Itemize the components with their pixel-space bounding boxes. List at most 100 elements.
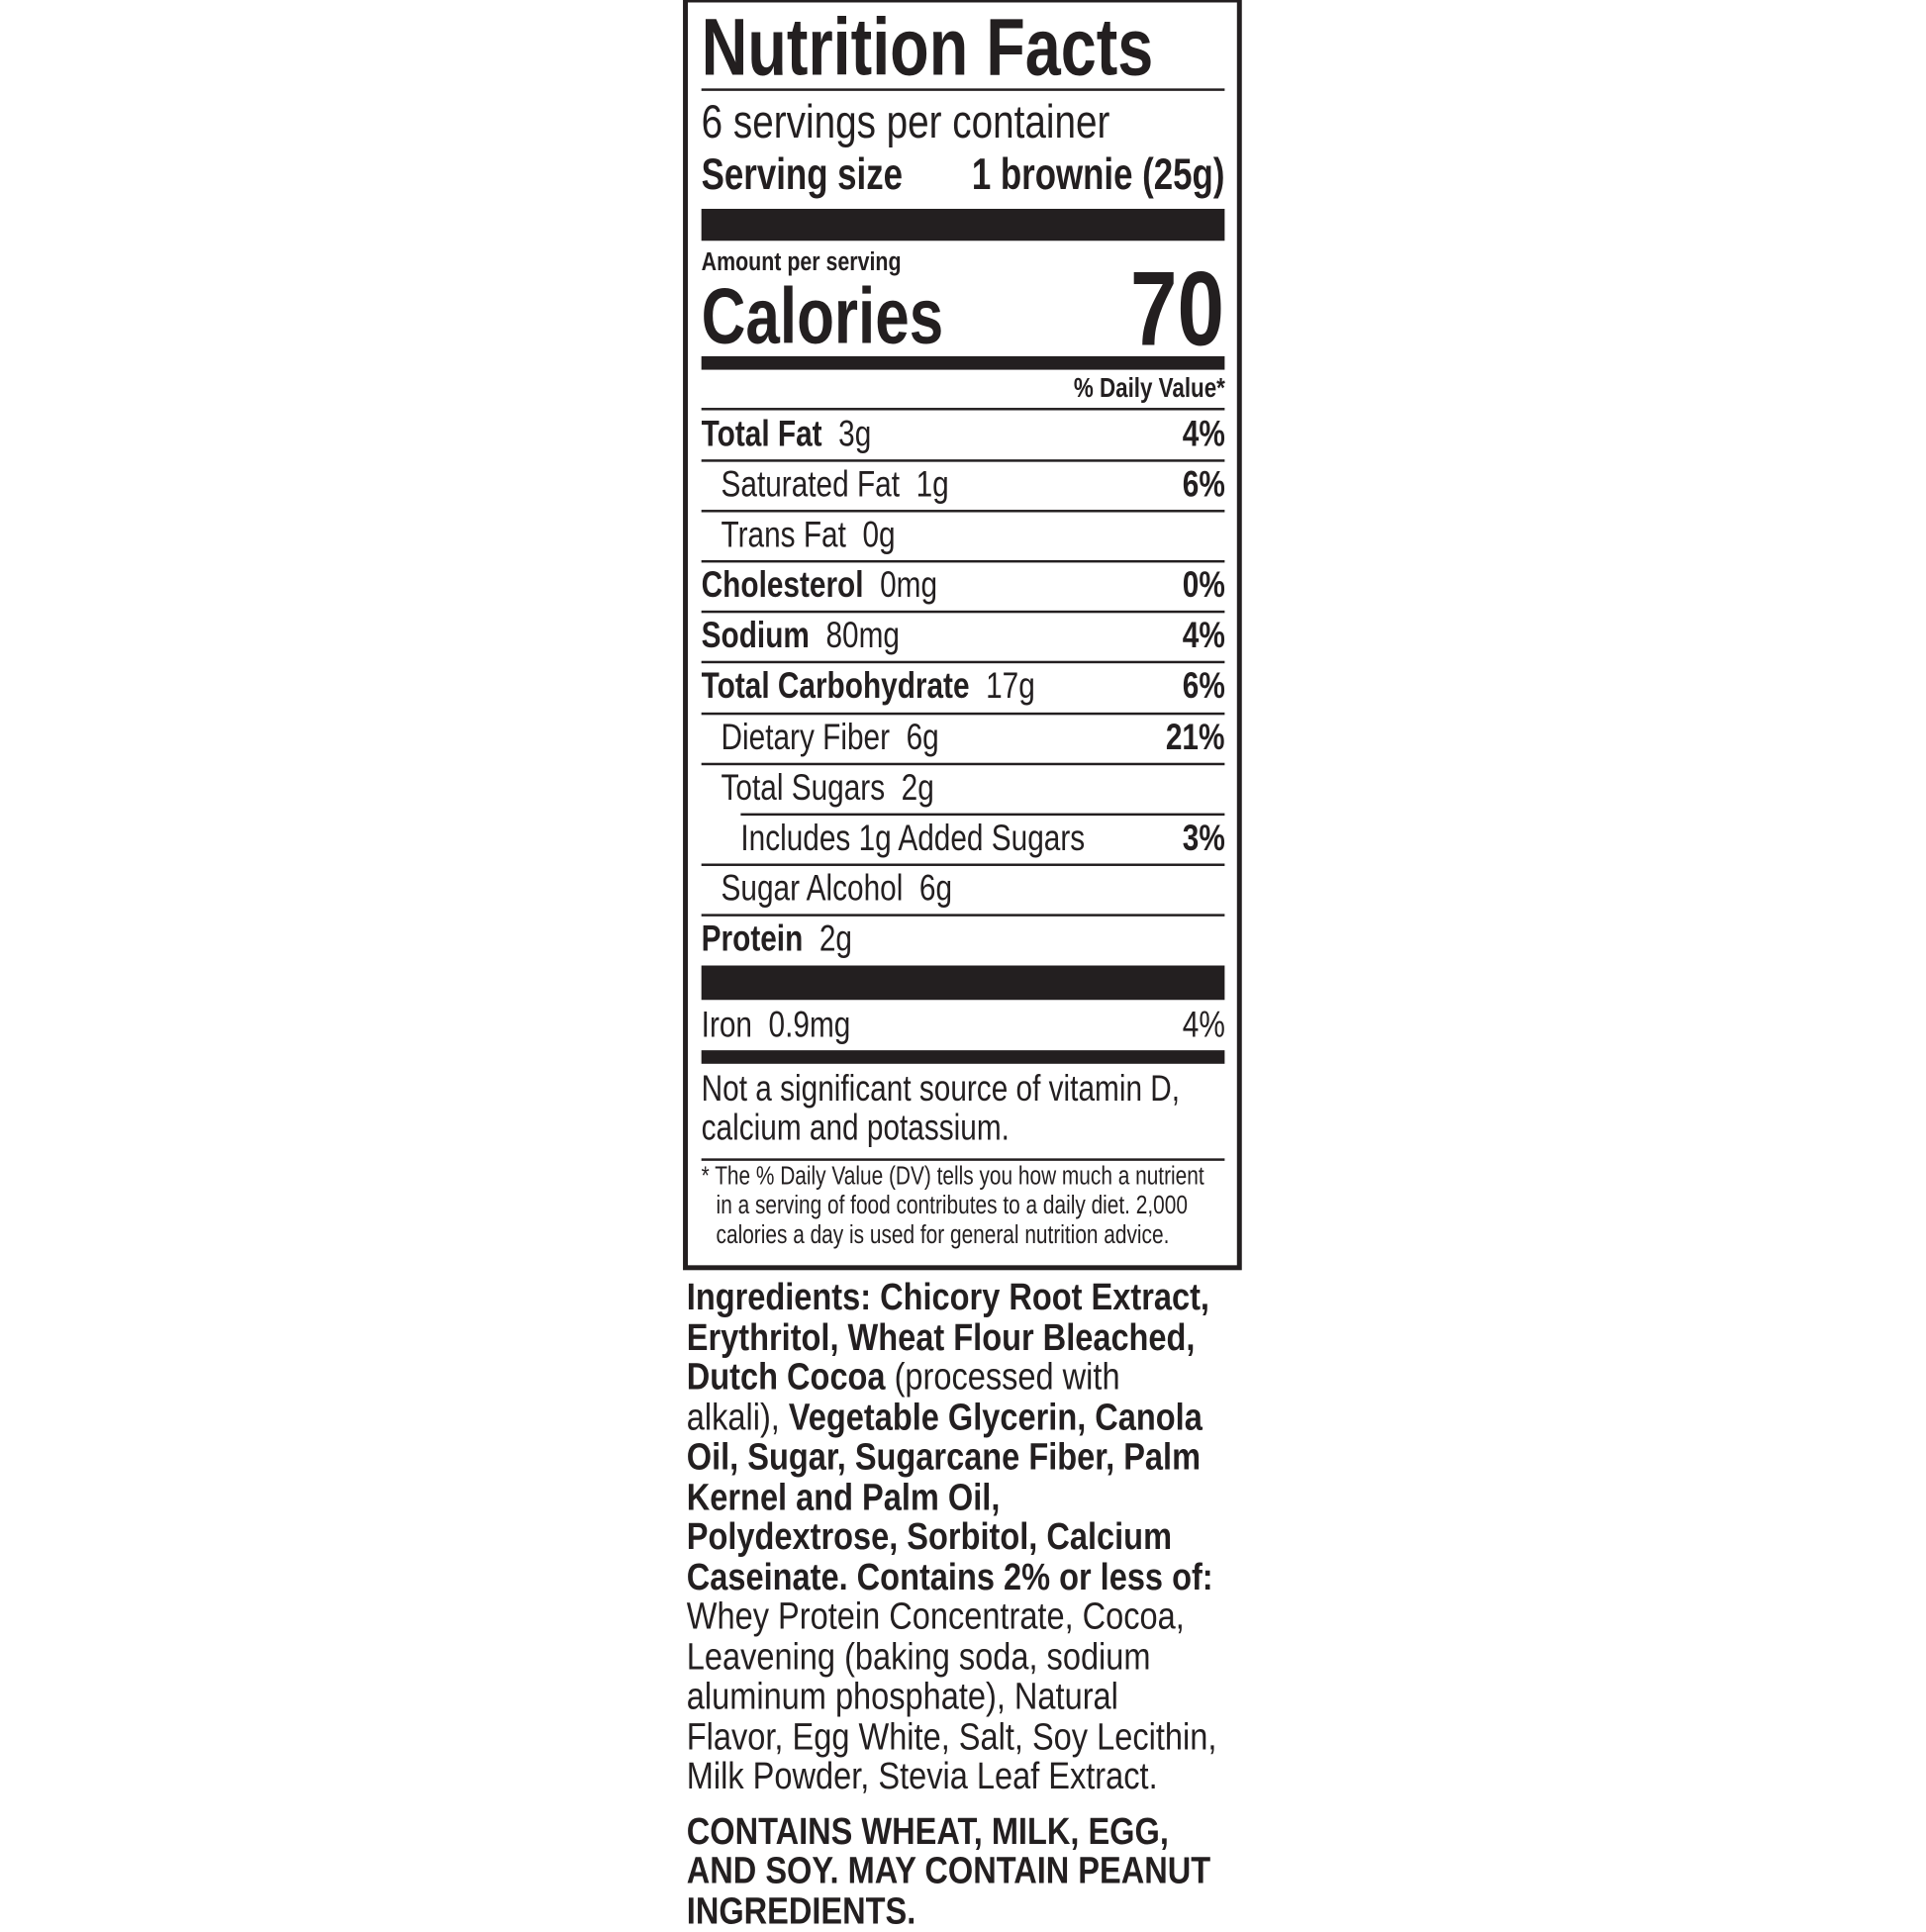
servings-per-container: 6 servings per container — [702, 96, 1200, 150]
serving-size-value: 1 brownie (25g) — [901, 147, 1225, 202]
nutrient-row-iron: Iron 0.9mg 4% — [702, 1000, 1225, 1050]
nutrient-name: Sodium — [701, 615, 810, 656]
nutrient-amount: 2g — [901, 767, 934, 809]
ingredients-text: aluminum phosphate), Natural — [686, 1675, 1118, 1718]
nutrient-row-protein: Protein 2g — [702, 914, 1225, 964]
nutrient-amount: 3g — [838, 414, 872, 455]
nutrient-dv: 21% — [1165, 717, 1225, 758]
nutrient-dv: 0% — [1182, 564, 1225, 606]
divider — [701, 559, 1225, 563]
nutrient-row-sodium: Sodium 80mg 4% — [702, 611, 1225, 661]
nutrient-name: Total Sugars — [721, 767, 886, 809]
amount-per-serving: Amount per serving — [702, 246, 945, 278]
divider — [701, 1158, 1225, 1161]
ingredients-text: Flavor, Egg White, Salt, Soy Lecithin, — [686, 1715, 1217, 1758]
note-line: Not a significant source of vitamin D, — [701, 1068, 1181, 1110]
nutrient-name: Total Fat — [701, 414, 822, 455]
nutrient-name: Saturated Fat — [721, 464, 901, 506]
daily-value-header: % Daily Value* — [1040, 372, 1225, 404]
ingredients-text: Dutch Cocoa — [686, 1356, 886, 1399]
nutrient-dv: 3% — [1182, 818, 1225, 859]
nutrient-name: Trans Fat — [721, 515, 846, 555]
nutrient-dv: 4% — [1182, 414, 1225, 455]
title: Nutrition Facts — [702, 5, 1274, 88]
divider — [701, 408, 1225, 411]
nutrient-row-saturated-fat: Saturated Fat 1g 6% — [702, 459, 1225, 510]
title-text: Nutrition Facts — [701, 1, 1154, 93]
nutrient-row-total-fat: Total Fat 3g 4% — [702, 409, 1225, 459]
nutrient-row-added-sugars: Includes 1g Added Sugars 3% — [702, 814, 1225, 864]
ingredients-text: Oil, Sugar, Sugarcane Fiber, Palm — [686, 1435, 1202, 1479]
nutrient-amount: 6g — [918, 868, 953, 910]
nutrient-row-total-sugars: Total Sugars 2g — [702, 763, 1225, 814]
ingredients-list: Ingredients: Chicory Root Extract, Eryth… — [686, 1276, 1217, 1932]
thick-divider — [701, 965, 1225, 1001]
divider — [701, 863, 1225, 866]
thick-divider — [701, 208, 1225, 242]
ingredients-text: alkali), — [686, 1396, 789, 1438]
medium-divider — [701, 1050, 1225, 1064]
divider — [701, 712, 1225, 716]
nutrient-row-trans-fat: Trans Fat 0g — [702, 510, 1225, 560]
note-line: calcium and potassium. — [701, 1108, 1010, 1149]
amount-per-serving-text: Amount per serving — [701, 247, 902, 277]
footnote-line: in a serving of food contributes to a da… — [716, 1191, 1188, 1220]
nutrient-row-total-carbohydrate: Total Carbohydrate 17g 6% — [702, 661, 1225, 712]
nutrient-amount: 6g — [906, 717, 939, 758]
nutrient-dv: 4% — [1182, 1005, 1225, 1046]
nutrient-name: Sugar Alcohol — [721, 868, 904, 910]
nutrient-dv: 6% — [1182, 464, 1225, 506]
calories-value-text: 70 — [1130, 250, 1225, 369]
serving-size-label: Serving size — [702, 147, 960, 202]
allergen-statement: INGREDIENTS. — [686, 1889, 916, 1932]
ingredients-text: Polydextrose, Sorbitol, Calcium — [686, 1515, 1173, 1558]
divider — [701, 610, 1225, 614]
servings-text: 6 servings per container — [701, 97, 1110, 149]
calories-label: Calories — [702, 273, 1011, 359]
footnote-line: calories a day is used for general nutri… — [716, 1220, 1170, 1250]
serving-size-label-text: Serving size — [701, 148, 904, 200]
ingredients-text: Whey Protein Concentrate, Cocoa, — [686, 1595, 1185, 1638]
divider — [701, 459, 1225, 462]
ingredients-text: Kernel and Palm Oil, — [686, 1476, 1001, 1518]
nutrient-name: Protein — [701, 918, 804, 960]
daily-value-footnote: * The % Daily Value (DV) tells you how m… — [702, 1162, 1330, 1250]
nutrient-row-sugar-alcohol: Sugar Alcohol 6g — [702, 863, 1225, 914]
ingredients-text: Milk Powder, Stevia Leaf Extract. — [686, 1755, 1158, 1797]
divider — [701, 914, 1225, 917]
divider — [701, 88, 1225, 91]
daily-value-header-text: % Daily Value* — [1073, 372, 1225, 404]
nutrient-name: Total Carbohydrate — [701, 665, 970, 707]
nutrition-facts-panel — [683, 0, 1242, 1271]
nutrient-amount: 0mg — [880, 564, 938, 606]
ingredients-text: Vegetable Glycerin, Canola — [788, 1396, 1203, 1438]
footnote-line: * The % Daily Value (DV) tells you how m… — [701, 1162, 1204, 1191]
nutrient-amount: 80mg — [825, 615, 900, 656]
nutrient-name: Includes 1g Added Sugars — [740, 818, 1086, 859]
nutrient-name: Cholesterol — [701, 564, 864, 606]
allergen-statement: CONTAINS WHEAT, MILK, EGG, — [686, 1809, 1169, 1852]
ingredients-text: (processed with — [885, 1356, 1120, 1399]
ingredients-text: Caseinate. Contains 2% or less of: — [686, 1555, 1213, 1598]
ingredients-text: Ingredients: Chicory Root Extract, — [686, 1276, 1209, 1318]
nutrient-name: Dietary Fiber — [721, 717, 891, 758]
nutrient-amount: 0g — [862, 515, 896, 555]
allergen-statement: AND SOY. MAY CONTAIN PEANUT — [686, 1850, 1211, 1892]
ingredients-text: Leavening (baking soda, sodium — [686, 1635, 1151, 1678]
divider — [701, 762, 1225, 766]
nutrient-dv: 6% — [1182, 665, 1225, 707]
medium-divider — [701, 355, 1225, 370]
nutrient-dv: 4% — [1182, 615, 1225, 656]
nutrient-amount: 2g — [819, 918, 852, 960]
nutrient-row-dietary-fiber: Dietary Fiber 6g 21% — [702, 713, 1225, 763]
ingredients-text: Erythritol, Wheat Flour Bleached, — [686, 1315, 1196, 1359]
calories-label-text: Calories — [701, 271, 944, 360]
nutrient-amount: 1g — [915, 464, 949, 506]
calories-value: 70 — [1107, 250, 1225, 369]
nutrient-amount: 17g — [986, 665, 1035, 707]
serving-size-value-text: 1 brownie (25g) — [971, 148, 1225, 200]
divider — [701, 660, 1225, 664]
nutrient-amount: 0.9mg — [768, 1005, 851, 1046]
not-significant-note: Not a significant source of vitamin D, c… — [701, 1068, 1300, 1149]
